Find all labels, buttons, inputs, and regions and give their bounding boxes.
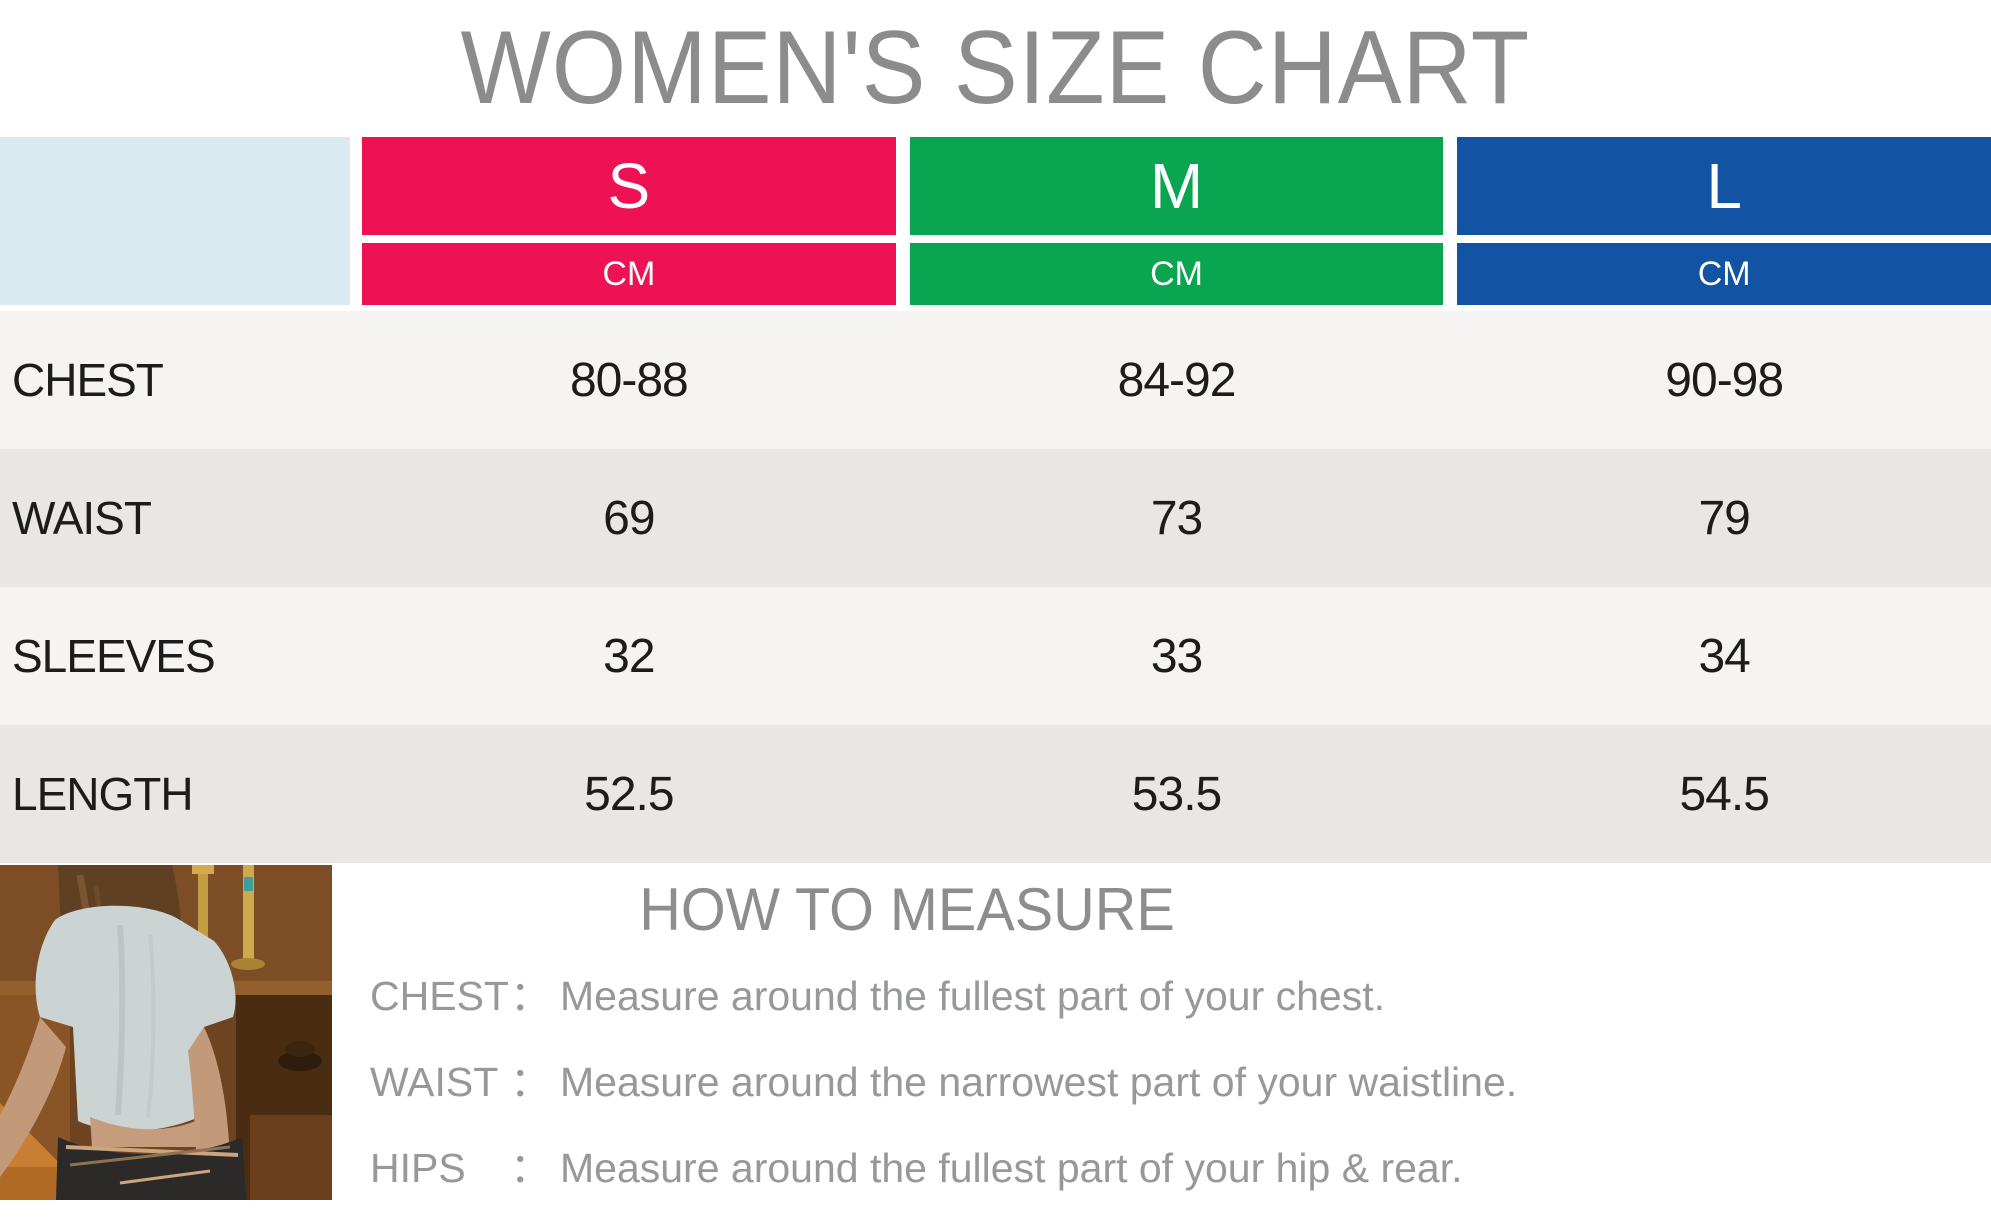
row-label-chest: CHEST (12, 354, 164, 406)
row-label-length: LENGTH (12, 768, 194, 820)
size-table-body: CHEST 80-88 84-92 90-98 WAIST 69 73 79 S… (0, 311, 1991, 863)
measure-desc: Measure around the narrowest part of you… (560, 1059, 1518, 1105)
cell-sleeves-s: 32 (603, 629, 655, 683)
size-table-header: S M L CM CM CM (0, 137, 1991, 305)
row-values: 32 33 34 (362, 629, 1991, 684)
row-label-sleeves: SLEEVES (12, 630, 216, 682)
measure-term: HIPS (370, 1145, 466, 1191)
measure-colon: ： (510, 1059, 551, 1105)
table-row-sleeves: SLEEVES 32 33 34 (0, 587, 1991, 725)
page-title-text: WOMEN'S SIZE CHART (460, 10, 1531, 126)
corner-cell (0, 137, 350, 305)
cell-waist-s: 69 (603, 491, 655, 545)
table-row-length: LENGTH 52.5 53.5 54.5 (0, 725, 1991, 863)
measure-term: WAIST (370, 1059, 499, 1105)
size-header-m: M (909, 137, 1444, 235)
cell-length-m: 53.5 (1131, 767, 1222, 821)
cell-chest-s: 80-88 (569, 353, 689, 407)
measure-colon: ： (510, 973, 551, 1019)
measure-instructions: HOW TO MEASURE CHEST ： Measure around th… (332, 863, 1517, 1228)
cell-chest-m: 84-92 (1117, 353, 1237, 407)
measure-colon: ： (510, 1145, 551, 1191)
cell-sleeves-l: 34 (1698, 629, 1750, 683)
model-shirt (35, 905, 236, 1132)
model-arm-left (0, 1017, 66, 1177)
measure-term: CHEST (370, 973, 509, 1019)
cell-length-l: 54.5 (1679, 767, 1769, 821)
measure-items: CHEST ： Measure around the fullest part … (370, 970, 1517, 1194)
table-row-waist: WAIST 69 73 79 (0, 449, 1991, 587)
measure-desc: Measure around the fullest part of your … (560, 1145, 1463, 1191)
cell-waist-m: 73 (1150, 491, 1203, 545)
unit-cell-s: CM (362, 243, 896, 305)
table-row-chest: CHEST 80-88 84-92 90-98 (0, 311, 1991, 449)
row-values: 80-88 84-92 90-98 (362, 353, 1991, 408)
unit-cell-l: CM (1457, 243, 1991, 305)
cell-waist-l: 79 (1698, 491, 1750, 545)
measure-item-hips: HIPS ： Measure around the fullest part o… (370, 1142, 1482, 1194)
size-header-s: S (362, 137, 896, 235)
page-title: WOMEN'S SIZE CHART (0, 0, 1991, 137)
cell-sleeves-m: 33 (1150, 629, 1203, 683)
how-to-measure-section: HOW TO MEASURE CHEST ： Measure around th… (0, 863, 1991, 1200)
unit-cell-m: CM (909, 243, 1444, 305)
row-label-waist: WAIST (12, 492, 152, 544)
measure-item-waist: WAIST ： Measure around the narrowest par… (370, 1056, 1517, 1108)
cell-length-s: 52.5 (584, 767, 674, 821)
size-header-l: L (1457, 137, 1991, 235)
size-label-row: S M L (362, 137, 1991, 235)
measure-desc: Measure around the fullest part of your … (560, 973, 1386, 1019)
model-photo-art (0, 865, 332, 1200)
cell-chest-l: 90-98 (1665, 353, 1784, 407)
model-figure (0, 865, 246, 1200)
row-values: 52.5 53.5 54.5 (362, 767, 1991, 822)
measure-heading: HOW TO MEASURE (639, 876, 1175, 943)
model-photo (0, 865, 332, 1200)
measure-item-chest: CHEST ： Measure around the fullest part … (370, 970, 1482, 1022)
unit-row: CM CM CM (362, 243, 1991, 305)
row-values: 69 73 79 (362, 491, 1991, 546)
